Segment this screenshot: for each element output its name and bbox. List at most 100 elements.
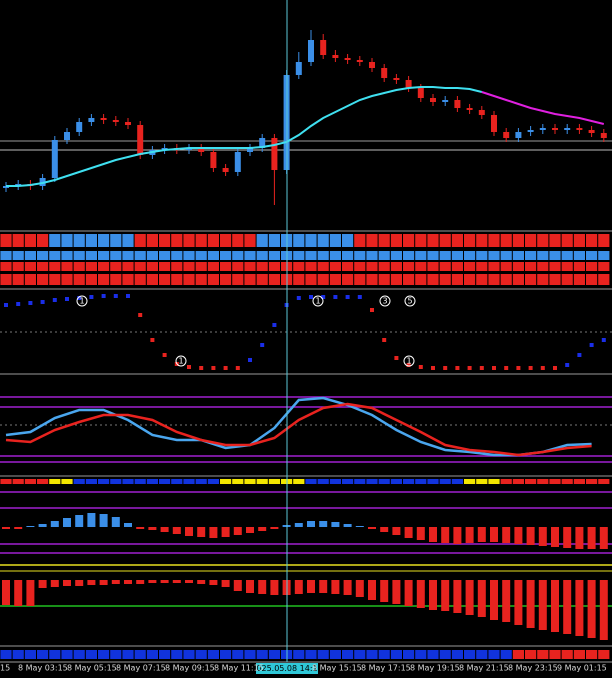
histogram-bar xyxy=(221,527,230,537)
strip-cell xyxy=(122,262,134,271)
strip-cell xyxy=(512,234,524,247)
strip-cell xyxy=(134,274,146,285)
strip-cell xyxy=(464,650,476,659)
strip-cell xyxy=(525,479,537,484)
strip-cell xyxy=(256,234,268,247)
strip-cell xyxy=(476,234,488,247)
histogram-bar xyxy=(221,580,230,587)
histogram-bar xyxy=(148,527,157,530)
dot xyxy=(418,365,423,369)
strip-cell xyxy=(464,251,476,260)
strip-cell xyxy=(329,251,341,260)
strip-cell xyxy=(73,650,85,659)
histogram-bar xyxy=(429,580,437,610)
candle-body xyxy=(600,133,607,138)
histogram-bar xyxy=(38,580,47,588)
candle-body xyxy=(405,80,412,88)
strip-cell xyxy=(61,262,73,271)
histogram-bar xyxy=(14,527,23,529)
strip-cell xyxy=(98,234,110,247)
strip-cell xyxy=(85,262,97,271)
histogram-bar xyxy=(124,523,132,527)
histogram-bar xyxy=(368,527,376,529)
histogram-bar xyxy=(209,527,218,538)
histogram-bar xyxy=(307,521,315,527)
strip-cell xyxy=(61,274,73,285)
strip-cell xyxy=(573,251,585,260)
strip-cell xyxy=(427,262,439,271)
strip-cell xyxy=(549,251,561,260)
dot xyxy=(199,366,204,370)
histogram-bar xyxy=(319,521,328,527)
strip-cell xyxy=(427,479,439,484)
strip-cell xyxy=(378,274,390,285)
dot xyxy=(321,295,326,299)
strip-cell xyxy=(342,262,354,271)
histogram-bar xyxy=(233,580,242,591)
strip-cell xyxy=(232,262,244,271)
histogram-bar xyxy=(441,580,450,611)
strip-cell xyxy=(451,274,463,285)
strip-cell xyxy=(537,274,549,285)
strip-cell xyxy=(329,274,341,285)
histogram-bar xyxy=(441,527,450,543)
histogram-bar xyxy=(368,580,376,600)
strip-cell xyxy=(159,479,171,484)
dot xyxy=(138,313,143,317)
histogram-bar xyxy=(246,580,254,593)
dot xyxy=(126,294,130,298)
strip-cell xyxy=(293,274,305,285)
strip-cell xyxy=(512,479,524,484)
dot xyxy=(565,363,570,367)
strip-cell xyxy=(110,479,122,484)
strip-cell xyxy=(390,274,402,285)
time-label: 8 May 11:15 xyxy=(214,664,264,673)
strip-cell xyxy=(476,479,488,484)
strip-cell xyxy=(220,650,232,659)
strip-cell xyxy=(171,234,183,247)
strip-cell xyxy=(122,234,134,247)
strip-cell xyxy=(403,274,415,285)
candle-body xyxy=(417,88,424,98)
strip-cell xyxy=(24,274,36,285)
strip-cell xyxy=(354,650,366,659)
histogram-bar xyxy=(136,527,145,529)
strip-cell xyxy=(268,251,280,260)
time-label: 15 xyxy=(0,664,10,673)
candle-body xyxy=(259,138,266,148)
dot xyxy=(248,358,252,362)
strip-cell xyxy=(268,479,280,484)
strip-cell xyxy=(317,251,329,260)
strip-cell xyxy=(329,479,341,484)
histogram-bar xyxy=(111,580,120,584)
strip-cell xyxy=(134,650,146,659)
histogram-bar xyxy=(465,527,474,543)
candle-body xyxy=(478,110,485,115)
strip-cell xyxy=(476,274,488,285)
strip-cell xyxy=(268,650,280,659)
strip-cell xyxy=(525,251,537,260)
strip-cell xyxy=(146,234,158,247)
strip-cell xyxy=(98,274,110,285)
strip-cell xyxy=(207,479,219,484)
histogram-bar xyxy=(551,527,559,547)
strip-cell xyxy=(24,262,36,271)
strip-cell xyxy=(122,650,134,659)
strip-cell xyxy=(73,251,85,260)
histogram-bar xyxy=(87,580,96,585)
strip-cell xyxy=(598,262,610,271)
histogram-bar xyxy=(416,580,425,608)
strip-cell xyxy=(366,234,378,247)
cursor-label-box xyxy=(256,663,318,674)
strip-cell xyxy=(500,274,512,285)
strip-cell xyxy=(110,234,122,247)
strip-cell xyxy=(561,650,573,659)
annotation-circle xyxy=(379,295,391,307)
strip-cell xyxy=(317,234,329,247)
histogram-bar xyxy=(404,580,413,606)
strip-cell xyxy=(537,262,549,271)
strip-cell xyxy=(0,650,12,659)
strip-cell xyxy=(134,479,146,484)
time-label: 8 May 21:15 xyxy=(459,664,509,673)
